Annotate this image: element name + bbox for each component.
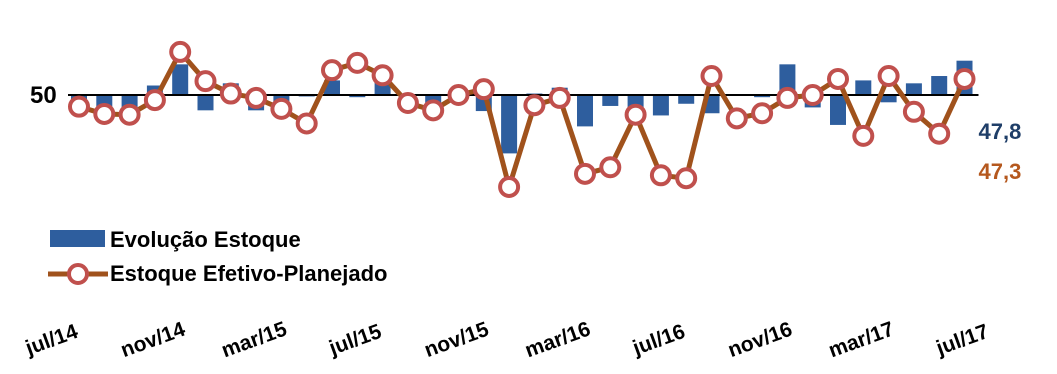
- bar: [577, 95, 593, 127]
- line-point: [270, 97, 293, 120]
- bar: [830, 95, 846, 125]
- line-point: [523, 94, 546, 117]
- line-point: [776, 86, 799, 109]
- line-point: [624, 103, 647, 126]
- bar: [349, 95, 366, 98]
- line-point: [93, 102, 116, 125]
- line-point: [118, 103, 141, 126]
- bar: [678, 95, 695, 104]
- line-point: [245, 86, 268, 109]
- line-point: [902, 100, 925, 123]
- line-point: [751, 102, 774, 125]
- line-point: [574, 162, 596, 185]
- line-point: [877, 65, 900, 88]
- line-point: [169, 40, 192, 63]
- line-point: [649, 164, 672, 187]
- line-point: [852, 124, 875, 147]
- bar: [880, 95, 897, 103]
- bar: [855, 80, 872, 95]
- x-tick-label: nov/14: [118, 318, 189, 362]
- line-point: [219, 82, 242, 105]
- line-point: [801, 84, 824, 106]
- legend-label-line: Estoque Efetivo-Planejado: [110, 261, 388, 286]
- line-point: [346, 51, 369, 74]
- bar: [931, 76, 948, 95]
- x-tick-label: mar/16: [522, 318, 594, 363]
- line-point: [725, 107, 748, 130]
- legend: Evolução Estoque Estoque Efetivo-Planeja…: [48, 227, 388, 286]
- reference-line-label: 50: [30, 82, 57, 109]
- line-point: [599, 156, 622, 179]
- line-point: [827, 67, 849, 90]
- line-point: [498, 175, 521, 198]
- line-point: [548, 86, 571, 109]
- line-point: [321, 59, 343, 82]
- line-point: [194, 70, 217, 93]
- line-series-estoque-efetivo-planejado: [68, 40, 976, 198]
- line-point: [472, 78, 495, 101]
- bar: [197, 95, 214, 111]
- line-point: [422, 99, 445, 122]
- x-tick-label: jul/17: [932, 320, 991, 360]
- line-point: [953, 67, 976, 90]
- bar: [172, 64, 189, 95]
- bar: [602, 95, 619, 106]
- bar: [754, 95, 771, 98]
- line-point: [675, 167, 698, 190]
- x-tick-label: nov/16: [725, 318, 795, 362]
- x-tick-label: mar/17: [826, 318, 898, 363]
- legend-swatch-marker: [67, 263, 89, 285]
- line-point: [447, 84, 470, 106]
- end-label: 47,8: [979, 119, 1022, 144]
- x-tick-label: jul/15: [325, 320, 385, 360]
- bar: [905, 83, 922, 95]
- end-label: 47,3: [979, 159, 1022, 184]
- x-axis-labels: jul/14 nov/14 mar/15 jul/15 nov/15 mar/16 jul/…: [22, 317, 992, 362]
- line-point: [68, 95, 90, 118]
- line-point: [928, 122, 951, 145]
- line-point: [700, 65, 723, 88]
- end-labels: 47,8 47,3: [979, 119, 1022, 184]
- x-tick-label: jul/14: [22, 320, 82, 360]
- x-tick-label: jul/16: [629, 320, 688, 360]
- legend-swatch-bar: [50, 230, 105, 247]
- line-point: [143, 89, 166, 112]
- bar: [501, 95, 518, 154]
- legend-label-bar: Evolução Estoque: [110, 227, 301, 252]
- bar: [652, 95, 669, 116]
- line-point: [371, 64, 394, 87]
- x-tick-label: mar/15: [218, 317, 290, 362]
- x-tick-label: nov/15: [421, 318, 492, 362]
- bar: [779, 64, 796, 95]
- line-point: [396, 92, 419, 115]
- line-point: [295, 112, 318, 135]
